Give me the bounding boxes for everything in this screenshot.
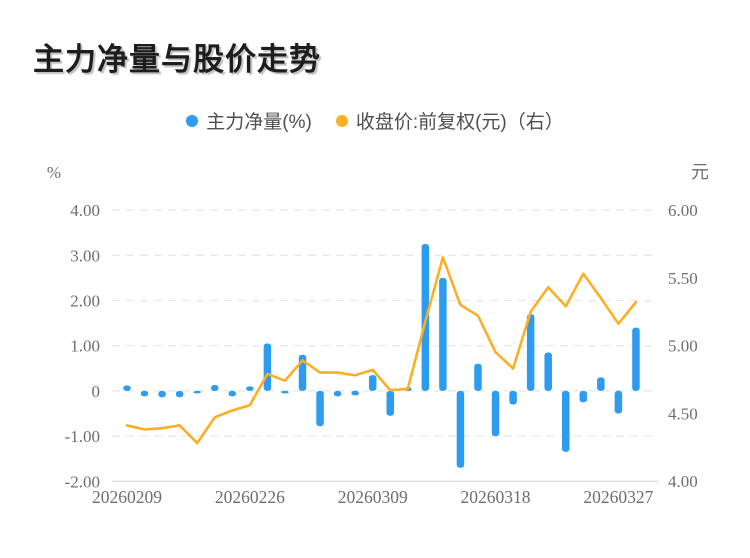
bar[interactable] <box>456 390 465 468</box>
left-axis-tick-label: 2.00 <box>70 292 100 311</box>
bar[interactable] <box>175 390 184 398</box>
bar[interactable] <box>632 327 640 391</box>
left-axis-tick-label: -2.00 <box>65 472 100 491</box>
gridlines <box>112 209 658 482</box>
right-axis-tick-label: 4.50 <box>668 404 698 423</box>
bar[interactable] <box>333 390 342 397</box>
line-series-close-price <box>125 256 638 445</box>
left-axis-tick-label: 0 <box>92 382 101 401</box>
chart-legend: 主力净量(%) 收盘价:前复权(元)（右） <box>0 107 750 134</box>
price-line <box>125 256 638 445</box>
left-axis-tick-label: 1.00 <box>70 337 100 356</box>
bar[interactable] <box>193 390 201 394</box>
right-axis-tick-labels: 6.00 5.50 5.00 4.50 4.00 <box>668 201 698 491</box>
bar[interactable] <box>368 375 377 391</box>
bar[interactable] <box>439 277 447 391</box>
left-axis-tick-labels: 4.00 3.00 2.00 1.00 0 -1.00 -2.00 <box>65 201 100 491</box>
bar[interactable] <box>597 377 605 391</box>
x-axis-tick-labels: 20260209 20260226 20260309 20260318 20260327 <box>92 487 654 507</box>
bar[interactable] <box>474 363 482 391</box>
legend-marker-yellow-dot-icon <box>335 114 348 127</box>
right-axis-tick-label: 5.50 <box>668 269 698 288</box>
x-axis-tick-label: 20260318 <box>461 487 531 507</box>
bar[interactable] <box>509 390 517 405</box>
right-axis-unit-label: 元 <box>691 162 709 182</box>
left-axis-tick-label: -1.00 <box>65 427 100 446</box>
bar[interactable] <box>246 386 254 391</box>
right-axis-tick-label: 6.00 <box>668 201 698 220</box>
bar[interactable] <box>158 390 166 398</box>
bar[interactable] <box>351 390 359 396</box>
bar[interactable] <box>562 390 570 452</box>
legend-item-close-price[interactable]: 收盘价:前复权(元)（右） <box>335 107 564 134</box>
right-axis-tick-label: 4.00 <box>668 472 698 491</box>
left-axis-unit-label: % <box>47 163 61 182</box>
bar[interactable] <box>316 390 324 427</box>
bar[interactable] <box>386 390 395 416</box>
bar[interactable] <box>228 390 237 397</box>
bar[interactable] <box>491 390 500 437</box>
x-axis-tick-label: 20260209 <box>92 487 162 507</box>
right-axis-tick-label: 5.00 <box>668 337 698 356</box>
legend-marker-blue-dot-icon <box>186 114 199 127</box>
bar[interactable] <box>123 385 131 391</box>
bar[interactable] <box>211 385 219 391</box>
page-title: 主力净量与股价走势 <box>33 42 321 77</box>
x-axis-tick-label: 20260327 <box>583 487 653 507</box>
bar[interactable] <box>281 390 289 394</box>
left-axis-tick-label: 3.00 <box>70 246 100 265</box>
bar[interactable] <box>614 390 623 414</box>
bar-series-main-net-volume <box>123 244 640 468</box>
bar[interactable] <box>579 390 588 403</box>
legend-item-main-net-volume[interactable]: 主力净量(%) <box>186 107 312 134</box>
legend-label: 收盘价:前复权(元)（右） <box>355 112 564 133</box>
x-axis-tick-label: 20260226 <box>215 487 285 507</box>
bar[interactable] <box>140 390 149 397</box>
legend-label: 主力净量(%) <box>206 112 312 133</box>
bar[interactable] <box>544 352 552 391</box>
x-axis-tick-label: 20260309 <box>338 487 408 507</box>
left-axis-tick-label: 4.00 <box>70 201 100 220</box>
bar[interactable] <box>526 314 535 391</box>
bar[interactable] <box>263 343 272 391</box>
